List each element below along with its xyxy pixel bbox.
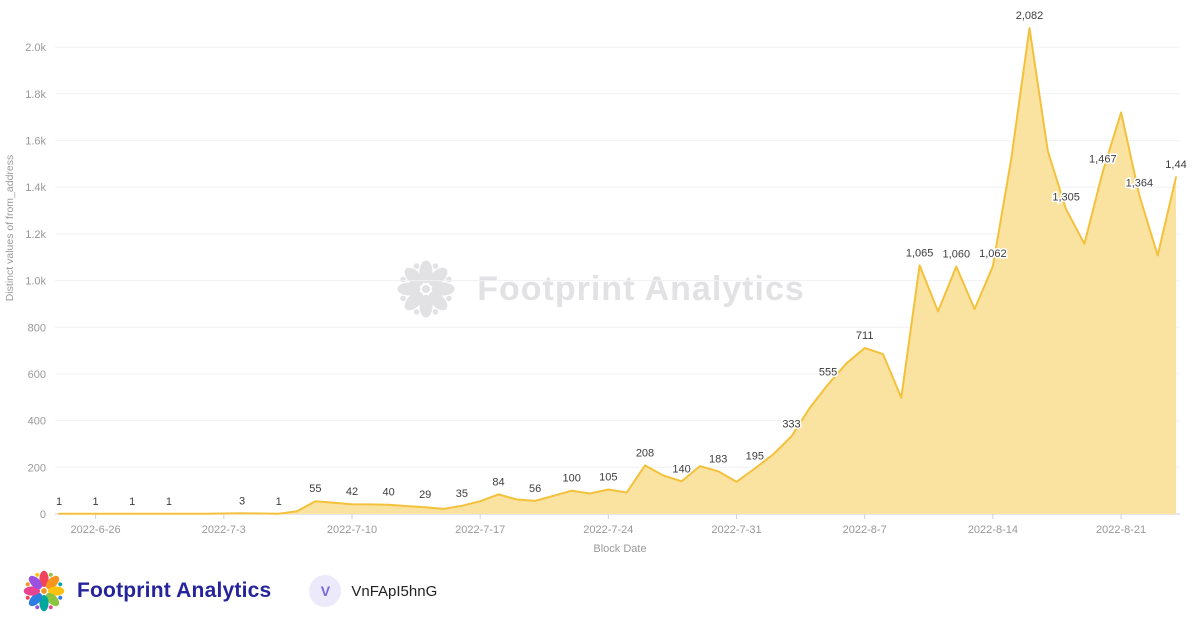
data-label: 208: [636, 447, 654, 459]
data-label: 29: [419, 489, 431, 501]
data-label: 195: [746, 451, 764, 463]
y-tick-label: 200: [28, 462, 46, 474]
y-tick-label: 1.8k: [25, 89, 46, 101]
y-tick-label: 600: [28, 369, 46, 381]
data-label: 1,467: [1089, 154, 1117, 166]
data-labels: 1 1 1 1 3 1 55 42 40 29 35 84 56 100 105 208 140 183 195 33…: [54, 9, 1188, 510]
avatar: V: [309, 575, 342, 607]
brand-name: Footprint Analytics: [77, 579, 272, 602]
data-label: 1: [56, 496, 62, 508]
y-tick-label: 800: [28, 322, 46, 334]
footprint-brand-link[interactable]: Footprint Analytics: [22, 569, 271, 613]
footprint-flower-logo-icon: [23, 570, 65, 612]
data-label: 711: [856, 330, 874, 342]
x-tick-label: 2022-7-31: [711, 524, 761, 536]
data-label: 1,065: [906, 247, 934, 259]
footer-bar: Footprint Analytics V VnFApI5hnG: [0, 552, 1200, 630]
data-label: 1,364: [1126, 178, 1154, 190]
data-label: 1: [129, 496, 135, 508]
data-label: 35: [456, 488, 468, 500]
share-id-text: VnFApI5hnG: [351, 582, 438, 600]
x-tick-label: 2022-7-10: [327, 524, 377, 536]
x-axis: 2022-6-26 2022-7-3 2022-7-10 2022-7-17 2022-…: [55, 513, 1180, 536]
x-tick-label: 2022-8-21: [1096, 524, 1146, 536]
gridlines: 0 200 400 600 800 1.0k 1.2k 1.4k 1.6k 1.8k 2.0k: [25, 42, 1180, 521]
data-label: 1: [166, 496, 172, 508]
x-tick-label: 2022-6-26: [71, 524, 121, 536]
area-series-line[interactable]: [58, 27, 1177, 515]
y-tick-label: 400: [28, 416, 46, 428]
y-tick-label: 1.2k: [25, 229, 46, 241]
data-label: 55: [309, 483, 321, 495]
data-label: 555: [819, 366, 837, 378]
x-tick-label: 2022-7-24: [583, 524, 633, 536]
x-tick-label: 2022-7-17: [455, 524, 505, 536]
data-label: 42: [346, 486, 358, 498]
data-label: 1,305: [1052, 191, 1080, 203]
data-label: 1: [93, 496, 99, 508]
y-tick-label: 0: [40, 509, 46, 521]
y-axis-title: Distinct values of from_address: [4, 155, 16, 301]
y-tick-label: 1.0k: [25, 276, 46, 288]
x-tick-label: 2022-7-3: [202, 524, 246, 536]
data-label: 1: [276, 496, 282, 508]
y-tick-label: 1.6k: [25, 136, 46, 148]
area-series-fill[interactable]: [59, 28, 1176, 514]
data-label: 40: [382, 487, 394, 499]
x-tick-label: 2022-8-7: [843, 524, 887, 536]
data-label: 84: [492, 476, 504, 488]
data-label: 1,060: [943, 249, 971, 261]
data-label: 1,44: [1165, 159, 1186, 171]
data-label: 140: [672, 463, 690, 475]
y-tick-label: 1.4k: [25, 182, 46, 194]
data-label: 1,062: [979, 248, 1007, 260]
data-label: 105: [599, 472, 617, 484]
y-tick-label: 2.0k: [25, 42, 46, 54]
share-id-chip[interactable]: V VnFApI5hnG: [309, 575, 437, 607]
data-label: 56: [529, 483, 541, 495]
data-label: 333: [782, 418, 800, 430]
area-chart[interactable]: Distinct values of from_address Block Da…: [0, 0, 1200, 560]
x-tick-label: 2022-8-14: [968, 524, 1018, 536]
data-label: 3: [239, 495, 245, 507]
data-label: 2,082: [1016, 10, 1044, 22]
data-label: 100: [563, 473, 581, 485]
data-label: 183: [709, 453, 727, 465]
